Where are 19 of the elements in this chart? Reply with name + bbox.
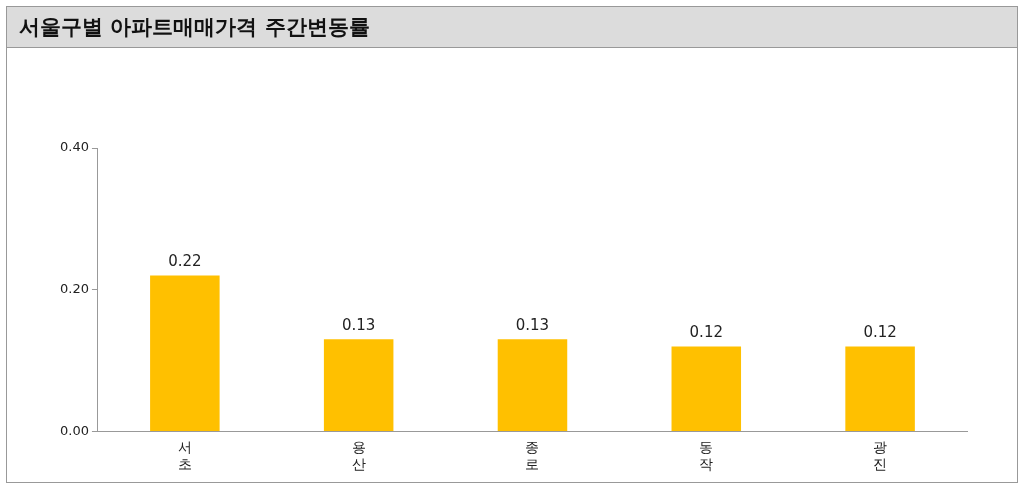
data-label: 0.13: [515, 315, 550, 334]
y-tick-label: 0.20: [59, 281, 89, 297]
y-tick-label: 0.00: [59, 422, 89, 438]
bar: [150, 275, 220, 431]
x-tick-label: 서초: [177, 439, 192, 473]
data-label: 0.13: [341, 315, 376, 334]
data-label: 0.22: [168, 251, 202, 270]
x-tick-label: 동작: [699, 439, 714, 473]
bar: [671, 346, 742, 431]
chart-title: 서울구별 아파트매매가격 주간변동률: [7, 7, 1017, 48]
x-tick-label: 종로: [525, 439, 540, 473]
data-label: 0.12: [863, 322, 897, 341]
y-tick-label: 0.40: [59, 139, 89, 155]
bar: [323, 339, 394, 431]
bar: [845, 346, 915, 431]
x-tick-label: 용산: [351, 439, 366, 473]
data-label: 0.12: [689, 322, 723, 341]
bar: [497, 339, 568, 431]
x-tick-label: 광진: [873, 439, 888, 473]
